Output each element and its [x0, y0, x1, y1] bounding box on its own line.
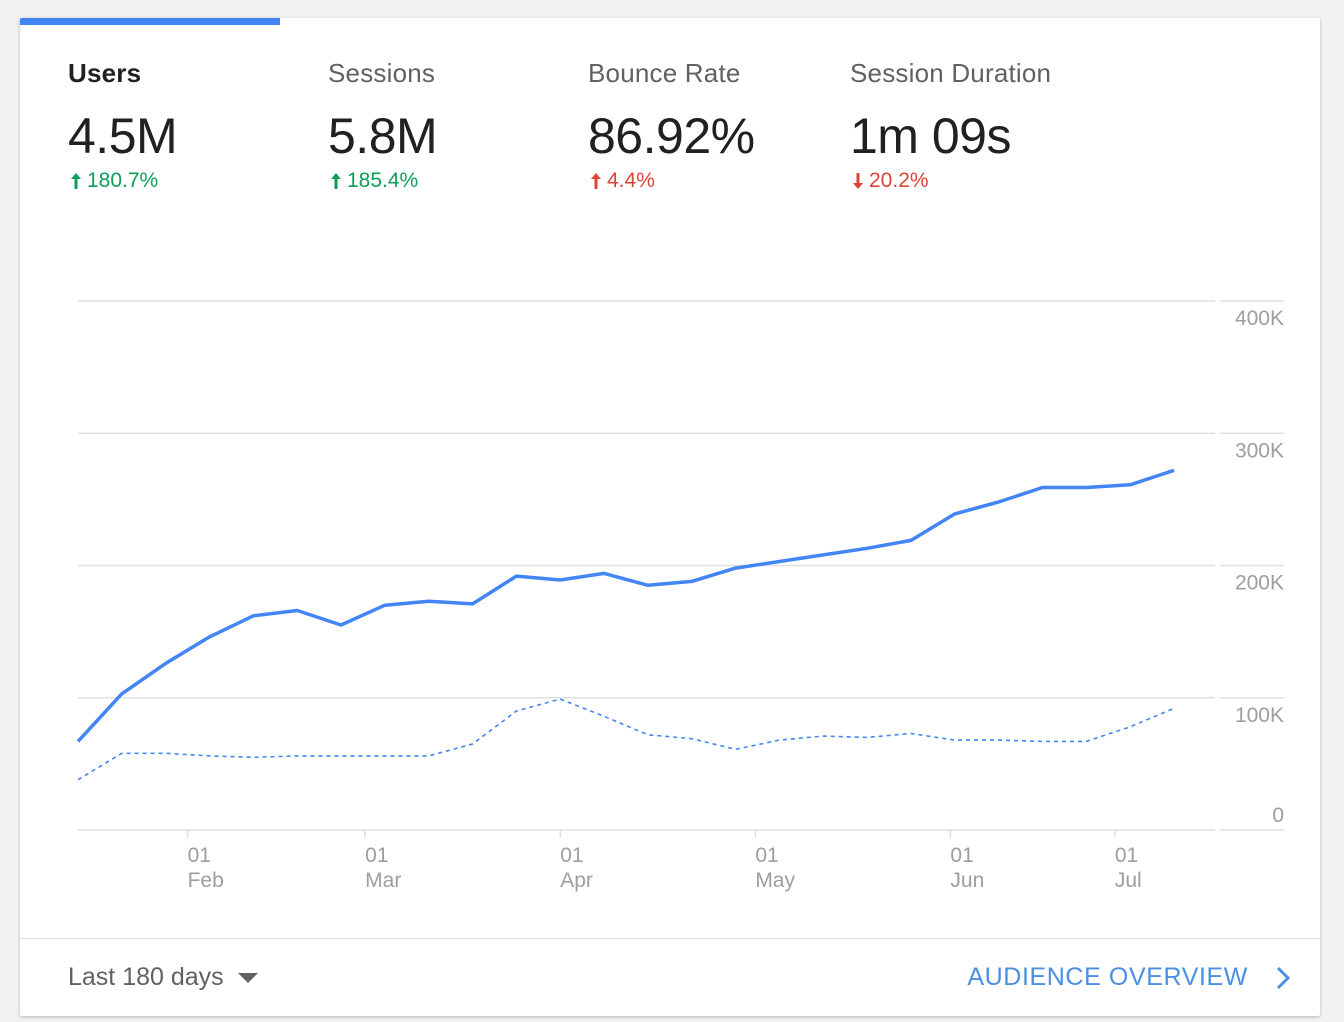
arrow-down-icon	[853, 173, 863, 189]
metric-tab-bounce-rate[interactable]: Bounce Rate 86.92% 4.4%	[588, 58, 848, 193]
users-line-chart: 400K300K200K100K001Feb01Mar01Apr01May01J…	[76, 300, 1284, 892]
metric-delta: 185.4%	[328, 169, 588, 193]
arrow-up-icon	[591, 173, 601, 189]
x-tick-month: Jul	[1115, 869, 1142, 892]
metric-delta-value: 4.4%	[607, 169, 655, 192]
metric-tab-users[interactable]: Users 4.5M 180.7%	[68, 58, 328, 193]
x-tick-day: 01	[1115, 844, 1138, 867]
y-tick-label: 200K	[1235, 572, 1284, 595]
metric-value: 86.92%	[588, 108, 755, 164]
caret-down-icon	[237, 972, 258, 983]
metric-tabs: Users 4.5M 180.7% Sessions 5.8M 185.4% B…	[20, 18, 1320, 238]
metric-delta-value: 185.4%	[347, 169, 419, 192]
metric-tab-session-duration[interactable]: Session Duration 1m 09s 20.2%	[850, 58, 1110, 193]
audience-overview-link[interactable]: AUDIENCE OVERVIEW	[967, 963, 1290, 992]
date-range-label: Last 180 days	[68, 963, 224, 991]
x-tick-month: Mar	[365, 869, 401, 892]
y-tick-label: 100K	[1235, 704, 1284, 727]
series-line-current	[76, 468, 1175, 743]
metric-delta-value: 180.7%	[87, 169, 159, 192]
x-tick-month: May	[755, 869, 795, 892]
arrow-up-icon	[331, 173, 341, 189]
x-tick-day: 01	[950, 844, 973, 867]
metric-label: Session Duration	[850, 58, 1052, 88]
arrow-up-icon	[71, 173, 81, 189]
x-tick-month: Feb	[188, 869, 224, 892]
metric-label: Users	[68, 58, 142, 88]
metric-tab-sessions[interactable]: Sessions 5.8M 185.4%	[328, 58, 588, 193]
date-range-dropdown[interactable]: Last 180 days	[68, 963, 258, 992]
chevron-right-icon	[1276, 966, 1290, 989]
metric-delta: 4.4%	[588, 169, 848, 193]
metric-label: Bounce Rate	[588, 58, 741, 88]
metric-value: 5.8M	[328, 108, 438, 164]
metric-label: Sessions	[328, 58, 436, 88]
audience-overview-label: AUDIENCE OVERVIEW	[967, 963, 1248, 991]
metric-value: 1m 09s	[850, 108, 1011, 164]
series-line-previous	[77, 698, 1175, 781]
x-tick-month: Apr	[560, 869, 593, 892]
x-tick-day: 01	[188, 844, 211, 867]
x-tick-day: 01	[365, 844, 388, 867]
metric-delta: 20.2%	[850, 169, 1110, 193]
audience-card: Users 4.5M 180.7% Sessions 5.8M 185.4% B…	[20, 18, 1320, 1016]
metric-delta-value: 20.2%	[869, 169, 929, 192]
metric-value: 4.5M	[68, 108, 178, 164]
y-tick-label: 400K	[1235, 307, 1284, 330]
x-tick-day: 01	[560, 844, 583, 867]
metric-delta: 180.7%	[68, 169, 328, 193]
y-tick-label: 300K	[1235, 439, 1284, 462]
y-tick-label: 0	[1272, 804, 1284, 827]
x-tick-day: 01	[755, 844, 778, 867]
active-tab-indicator	[20, 18, 280, 25]
x-tick-month: Jun	[950, 869, 984, 892]
card-footer: Last 180 days AUDIENCE OVERVIEW	[20, 938, 1320, 1016]
